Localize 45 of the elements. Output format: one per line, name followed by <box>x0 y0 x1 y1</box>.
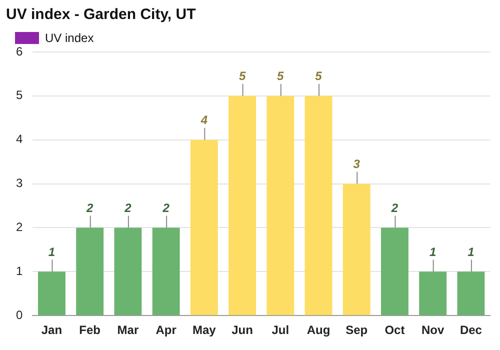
x-tick-label: Dec <box>460 323 482 338</box>
y-tick-label: 1 <box>16 264 23 278</box>
data-label: 2 <box>390 201 398 216</box>
y-tick-label: 5 <box>16 88 23 102</box>
x-tick-label: Nov <box>422 323 444 338</box>
data-label: 2 <box>162 201 170 216</box>
y-tick-label: 3 <box>16 176 23 190</box>
bar <box>419 272 447 316</box>
x-tick-label: Jun <box>232 323 253 338</box>
data-label: 5 <box>315 69 322 84</box>
x-tick-label: Jul <box>272 323 290 338</box>
x-tick-label: Sep <box>346 323 368 338</box>
data-label: 5 <box>238 69 246 84</box>
y-tick-label: 0 <box>16 308 23 322</box>
y-tick-label: 2 <box>16 220 23 234</box>
data-label: 4 <box>200 113 208 128</box>
bar <box>190 140 218 316</box>
x-tick-label: Oct <box>384 323 405 338</box>
bar <box>114 228 142 316</box>
bar <box>152 228 180 316</box>
data-label: 1 <box>429 244 436 259</box>
x-tick-label: Apr <box>156 323 177 338</box>
bar <box>228 96 256 316</box>
y-tick-label: 6 <box>16 44 23 58</box>
data-label: 1 <box>468 244 475 259</box>
data-label: 1 <box>48 244 56 259</box>
x-tick-label: Aug <box>306 323 330 338</box>
data-label: 2 <box>85 201 94 216</box>
text: UV index <box>45 31 94 45</box>
y-tick-label: 4 <box>16 132 23 146</box>
bar <box>38 272 66 316</box>
x-tick-label: Mar <box>117 323 139 338</box>
bar <box>342 184 370 316</box>
x-tick-label: Feb <box>79 323 101 338</box>
bar <box>266 96 294 316</box>
x-tick-label: Jan <box>41 323 62 338</box>
chart-title: UV index - Garden City, UT <box>6 6 196 24</box>
data-label: 5 <box>277 69 284 84</box>
bar <box>457 272 485 316</box>
data-label: 2 <box>124 201 132 216</box>
bar <box>381 228 408 316</box>
bar <box>76 228 104 316</box>
bar <box>304 96 332 316</box>
data-label: 3 <box>353 157 360 172</box>
x-tick-label: May <box>192 323 216 338</box>
